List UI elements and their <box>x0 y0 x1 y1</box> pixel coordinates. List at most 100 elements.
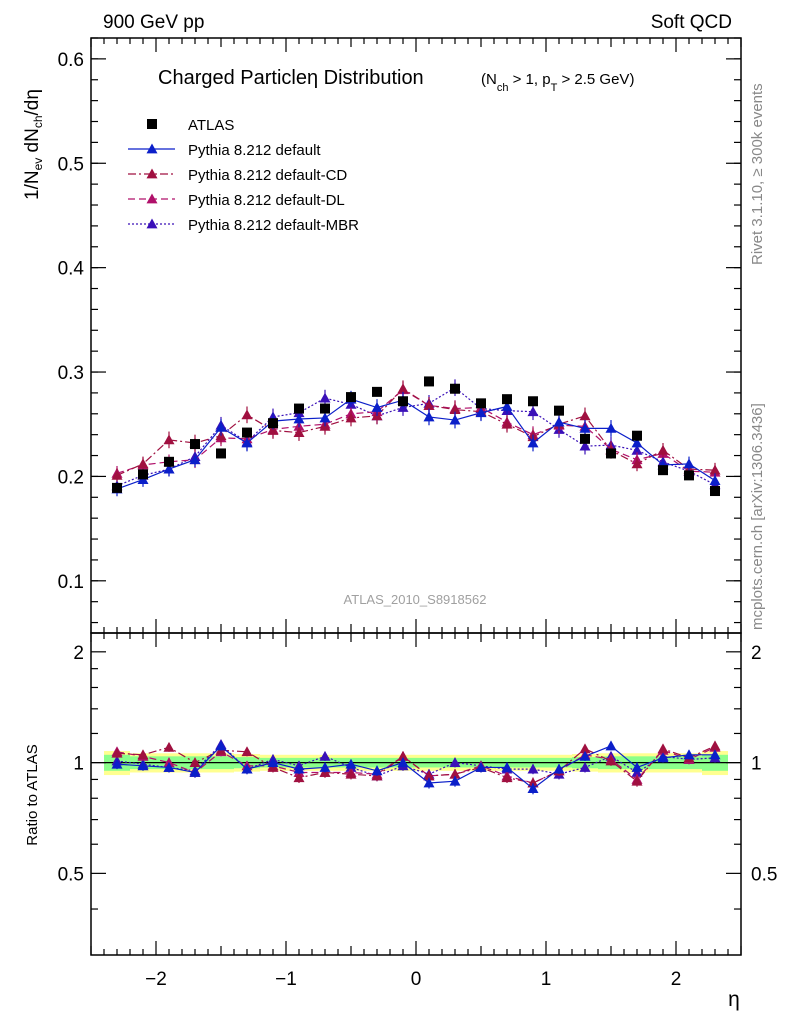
legend-marker <box>146 193 158 204</box>
atlas-point <box>372 386 382 397</box>
legend: ATLAS Pythia 8.212 default Pythia 8.212 de… <box>128 117 359 234</box>
atlas-point <box>632 430 642 441</box>
atlas-point <box>268 418 278 429</box>
cd-point <box>267 424 279 435</box>
x-tick-label: −2 <box>145 969 167 990</box>
watermark: ATLAS_2010_S8918562 <box>344 592 487 607</box>
atlas-point <box>424 376 434 387</box>
legend-marker <box>147 119 157 129</box>
cd-point <box>501 418 513 429</box>
atlas-point <box>190 439 200 450</box>
default-ratio-point <box>683 749 695 760</box>
default-ratio-point <box>241 763 253 774</box>
side-text-bottom: mcplots.cern.ch [arXiv:1306.3436] <box>749 403 766 630</box>
default-ratio-point <box>449 775 461 786</box>
default-ratio-point <box>709 749 721 760</box>
atlas-point <box>320 403 330 414</box>
ratio-ytick-label: 2 <box>73 643 84 664</box>
cd-ratio-point <box>605 755 617 766</box>
ratio-series-default <box>111 740 721 795</box>
legend-marker <box>146 168 158 179</box>
atlas-point <box>658 465 668 476</box>
default-point <box>241 437 253 448</box>
default-ratio-point <box>631 761 643 772</box>
cd-ratio-point <box>345 768 357 779</box>
ratio-ticks <box>90 633 742 955</box>
chart-title: Charged Particleη Distribution (Nch > 1,… <box>158 67 634 94</box>
atlas-point <box>710 486 720 497</box>
main-ytick-label: 0.3 <box>58 363 84 384</box>
ratio-ytick-label-right: 1 <box>751 754 762 775</box>
default-line <box>116 398 716 490</box>
cd-point <box>137 458 149 469</box>
main-ylabel: 1/Nev dNch/dη <box>22 89 45 200</box>
cd-point <box>449 404 461 415</box>
legend-label: Pythia 8.212 default <box>188 142 321 159</box>
svg-text:(Nch > 1, pT > 2.5 GeV): (Nch > 1, pT > 2.5 GeV) <box>481 71 634 94</box>
legend-item-cd: Pythia 8.212 default-CD <box>128 167 347 184</box>
atlas-point <box>242 427 252 438</box>
default-ratio-point <box>137 760 149 771</box>
default-ratio-point <box>371 765 383 776</box>
atlas-point <box>502 394 512 405</box>
main-ytick-label: 0.1 <box>58 572 84 593</box>
cd-ratio-point <box>527 777 539 788</box>
cd-point <box>709 464 721 475</box>
default-point <box>449 414 461 425</box>
x-tick-label: 1 <box>541 969 552 990</box>
ratio-series-cd <box>111 740 721 789</box>
default-point <box>293 413 305 424</box>
atlas-point <box>554 405 564 416</box>
mbr-ratio-point <box>579 761 591 772</box>
main-ytick-label: 0.5 <box>58 154 84 175</box>
main-ytick-label: 0.2 <box>58 467 84 488</box>
legend-item-atlas: ATLAS <box>147 117 234 134</box>
default-ratio-point <box>527 783 539 793</box>
cd-point <box>579 410 591 421</box>
default-point <box>709 475 721 485</box>
atlas-point <box>528 396 538 407</box>
ratio-frame <box>90 632 742 956</box>
cd-point <box>423 399 435 410</box>
default-point <box>319 412 331 423</box>
mbr-ratio-point <box>449 757 461 767</box>
cd-ratio-point <box>631 775 643 786</box>
default-point <box>579 422 591 433</box>
ratio-ytick-label: 0.5 <box>58 864 84 885</box>
cd-point <box>111 469 123 480</box>
default-point <box>553 416 565 427</box>
header-right: Soft QCD <box>651 12 732 33</box>
legend-item-dl: Pythia 8.212 default-DL <box>128 192 345 209</box>
cd-ratio-point <box>709 740 721 751</box>
default-point <box>683 458 695 469</box>
default-point <box>501 400 513 411</box>
atlas-point <box>294 403 304 414</box>
cd-ratio-point <box>137 749 149 760</box>
default-point <box>189 454 201 465</box>
cd-ratio-point <box>241 746 253 757</box>
svg-text:Charged Particleη Distribution: Charged Particleη Distribution <box>158 67 424 89</box>
legend-marker <box>146 143 158 154</box>
default-ratio-point <box>553 763 565 774</box>
main-ticks <box>90 37 742 633</box>
series-dl <box>111 381 721 481</box>
atlas-point <box>398 396 408 407</box>
atlas-point <box>684 470 694 481</box>
series-default <box>111 390 721 497</box>
main-ytick-label: 0.4 <box>58 259 85 280</box>
mbr-ratio-point <box>527 763 539 774</box>
default-ratio-point <box>657 752 669 763</box>
cd-ratio-point <box>293 772 305 783</box>
mbr-point <box>319 392 331 403</box>
atlas-point <box>606 448 616 459</box>
atlas-point <box>216 448 226 459</box>
ratio-panel: 0.5 0.5 1 1 2 2 −2 −1 0 1 2 <box>58 632 777 990</box>
mbr-point <box>579 440 591 451</box>
header-left: 900 GeV pp <box>103 12 204 33</box>
default-ratio-point <box>475 761 487 772</box>
default-ratio-point <box>397 757 409 767</box>
svg-text:Rivet 3.1.10, ≥ 300k events: Rivet 3.1.10, ≥ 300k events <box>749 83 766 265</box>
cd-line <box>116 387 716 476</box>
cd-point <box>163 434 175 445</box>
